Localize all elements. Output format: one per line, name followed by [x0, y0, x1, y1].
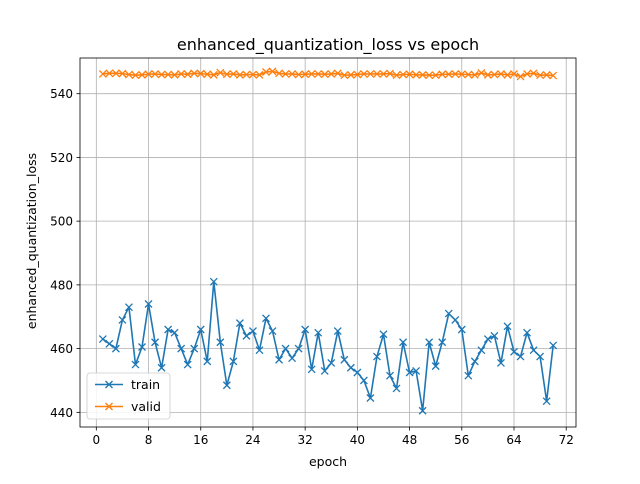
chart-title: enhanced_quantization_loss vs epoch [177, 35, 479, 55]
x-tick-label: 48 [402, 433, 417, 447]
x-tick-label: 8 [145, 433, 153, 447]
x-tick-label: 72 [559, 433, 574, 447]
legend-valid-label: valid [131, 399, 161, 414]
legend-train-label: train [131, 377, 160, 392]
y-tick-label: 500 [50, 215, 73, 229]
y-tick-label: 520 [50, 151, 73, 165]
x-tick-label: 24 [245, 433, 260, 447]
y-tick-label: 480 [50, 278, 73, 292]
y-tick-label: 540 [50, 87, 73, 101]
x-tick-label: 56 [454, 433, 469, 447]
x-tick-label: 64 [506, 433, 521, 447]
legend: train valid [87, 373, 170, 419]
x-axis-label: epoch [309, 454, 347, 469]
y-tick-label: 440 [50, 406, 73, 420]
y-tick-label: 460 [50, 342, 73, 356]
x-tick-label: 32 [298, 433, 313, 447]
x-tick-label: 40 [350, 433, 365, 447]
x-tick-label: 0 [92, 433, 100, 447]
x-tick-label: 16 [193, 433, 208, 447]
y-axis-label: enhanced_quantization_loss [24, 153, 39, 329]
